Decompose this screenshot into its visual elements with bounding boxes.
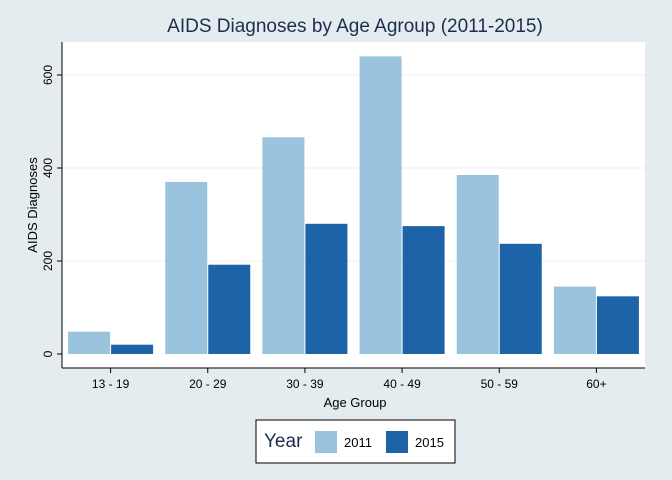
x-tick-label: 50 - 59 [481, 377, 519, 391]
legend-swatch-2011 [315, 431, 337, 453]
bars [68, 56, 639, 355]
bar-2011-3 [359, 56, 402, 355]
legend-swatch-2015 [386, 431, 408, 453]
x-tick-label: 40 - 49 [383, 377, 421, 391]
y-tick-label: 0 [41, 350, 55, 357]
x-tick-label: 20 - 29 [189, 377, 227, 391]
y-tick-label: 600 [41, 65, 55, 85]
y-axis-title: AIDS Diagnoses [25, 157, 40, 253]
x-tick-label: 13 - 19 [92, 377, 130, 391]
x-tick-label: 30 - 39 [286, 377, 324, 391]
x-tick-label: 60+ [586, 377, 606, 391]
bar-2011-4 [456, 174, 499, 354]
bar-2015-0 [111, 344, 154, 354]
bar-2015-1 [208, 264, 251, 354]
bar-2011-1 [165, 181, 208, 354]
legend-label-2015: 2015 [415, 435, 444, 450]
bar-2015-2 [305, 223, 348, 354]
bar-2015-4 [499, 243, 542, 354]
bar-2015-5 [596, 296, 639, 354]
bar-2011-5 [553, 286, 596, 354]
legend: Year 2011 2015 [255, 419, 456, 464]
plot-area [62, 42, 645, 368]
chart-title: AIDS Diagnoses by Age Agroup (2011-2015) [167, 16, 543, 37]
legend-title: Year [264, 431, 303, 452]
x-axis-ticks: 13 - 19 20 - 29 30 - 39 40 - 49 50 - 59 60+ [92, 368, 607, 391]
bar-2015-3 [402, 226, 445, 354]
x-axis-title: Age Group [324, 395, 387, 410]
legend-label-2011: 2011 [344, 435, 372, 450]
grid-lines [63, 74, 645, 262]
y-tick-label: 200 [41, 251, 55, 271]
legend-box [255, 419, 456, 464]
y-tick-label: 400 [41, 158, 55, 178]
bar-2011-0 [68, 331, 111, 354]
y-axis-ticks: 0 200 400 600 [41, 65, 62, 357]
legend-items: 2011 2015 [315, 431, 444, 453]
bar-2011-2 [262, 137, 305, 354]
